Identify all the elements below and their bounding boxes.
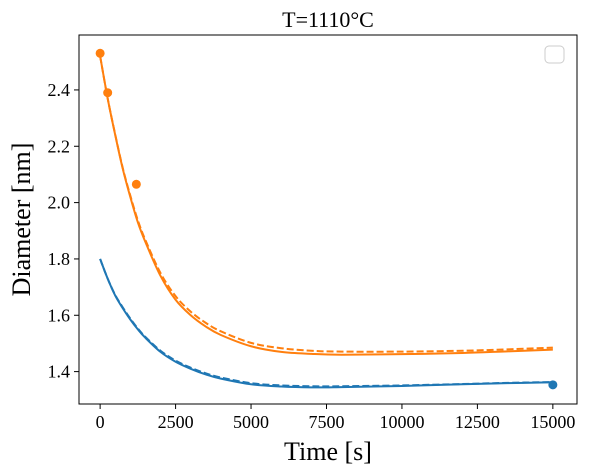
y-tick-label: 1.4 xyxy=(48,362,71,382)
series-3-line xyxy=(99,55,553,356)
y-tick-label: 2.2 xyxy=(48,136,71,156)
x-tick-label: 15000 xyxy=(530,412,575,432)
series-4-line xyxy=(99,55,553,353)
series-0-line xyxy=(99,258,553,389)
series-5-point xyxy=(103,88,113,98)
axes-frame xyxy=(78,34,578,405)
x-tick-label: 0 xyxy=(96,412,105,432)
x-tick-label: 7500 xyxy=(308,412,344,432)
x-tick-label: 10000 xyxy=(379,412,424,432)
series-2-point xyxy=(548,380,558,390)
y-axis: 1.4 1.6 1.8 2.0 2.2 2.4 xyxy=(48,80,79,382)
y-axis-label: Diameter [nm] xyxy=(7,143,36,297)
chart-title: T=1110°C xyxy=(282,7,374,32)
x-axis: 0 2500 5000 7500 10000 12500 15000 xyxy=(96,404,575,432)
series-1-line xyxy=(99,258,553,388)
x-tick-label: 2500 xyxy=(158,412,194,432)
plot-series xyxy=(95,48,558,390)
legend-box xyxy=(544,45,565,64)
x-axis-label: Time [s] xyxy=(284,437,372,466)
x-tick-label: 12500 xyxy=(455,412,500,432)
y-tick-label: 2.4 xyxy=(48,80,71,100)
series-5-point xyxy=(131,179,141,189)
y-tick-label: 1.8 xyxy=(48,249,71,269)
series-5-point xyxy=(95,48,105,58)
y-tick-label: 1.6 xyxy=(48,305,71,325)
y-tick-label: 2.0 xyxy=(48,193,71,213)
x-tick-label: 5000 xyxy=(233,412,269,432)
